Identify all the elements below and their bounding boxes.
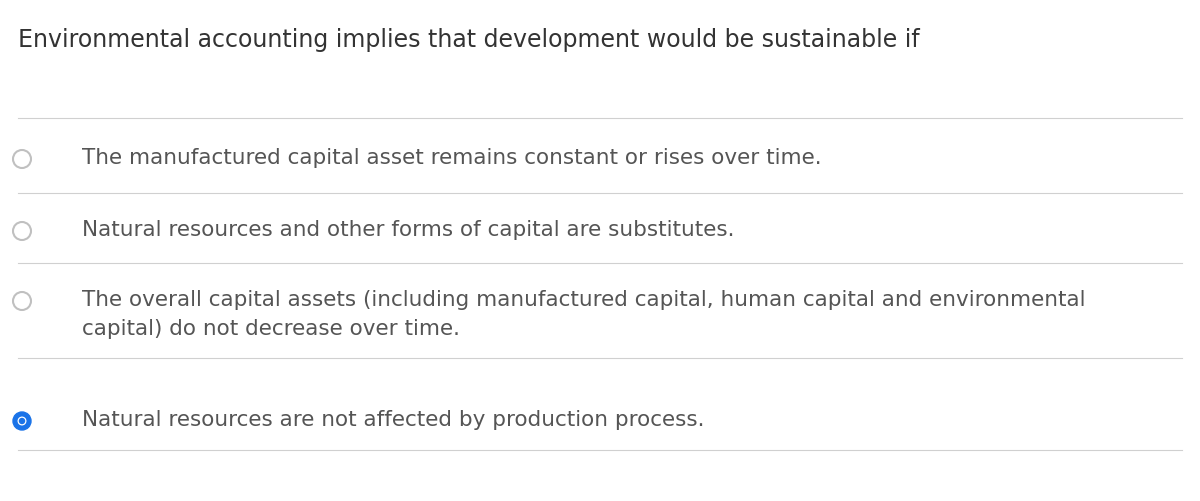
Text: Environmental accounting implies that development would be sustainable if: Environmental accounting implies that de… [18, 28, 919, 52]
Circle shape [19, 418, 24, 423]
Text: Natural resources and other forms of capital are substitutes.: Natural resources and other forms of cap… [82, 220, 734, 240]
Text: The overall capital assets (including manufactured capital, human capital and en: The overall capital assets (including ma… [82, 290, 1085, 339]
Text: The manufactured capital asset remains constant or rises over time.: The manufactured capital asset remains c… [82, 148, 821, 168]
Text: Natural resources are not affected by production process.: Natural resources are not affected by pr… [82, 410, 704, 430]
Circle shape [13, 412, 31, 430]
Circle shape [18, 417, 25, 425]
